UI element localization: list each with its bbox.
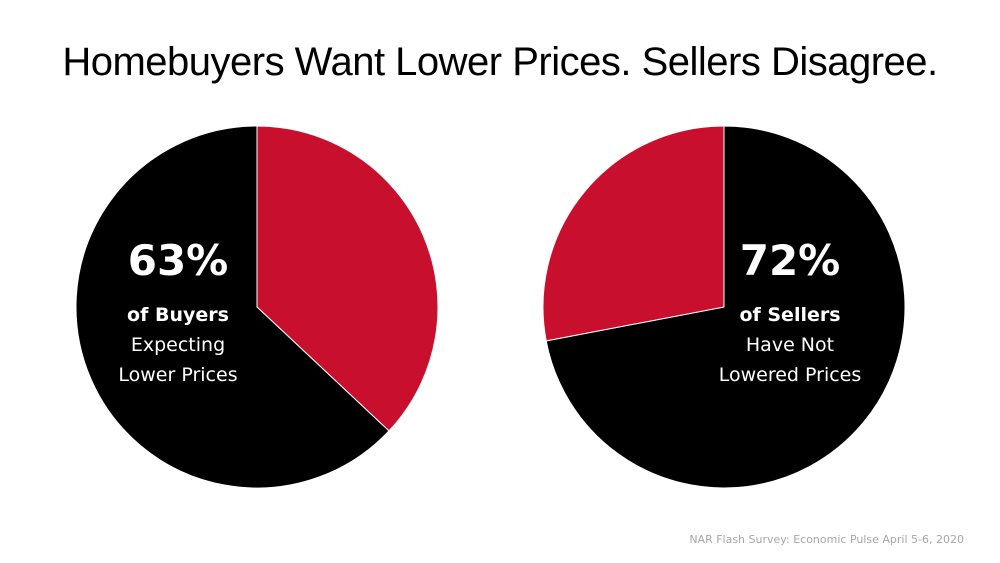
buyers-line-2: Lower Prices bbox=[118, 364, 238, 386]
page-title: Homebuyers Want Lower Prices. Sellers Di… bbox=[62, 40, 938, 84]
pie-chart-sellers bbox=[542, 125, 906, 489]
sellers-percent: 72% bbox=[739, 236, 841, 285]
pie-chart-buyers bbox=[75, 125, 439, 489]
source-note: NAR Flash Survey: Economic Pulse April 5… bbox=[689, 533, 964, 546]
sellers-lead-text: of Sellers bbox=[739, 304, 841, 326]
slice-buyers-expecting-lower bbox=[75, 125, 390, 489]
slice-sellers-other bbox=[542, 125, 725, 342]
buyers-line-1: Expecting bbox=[130, 334, 226, 356]
buyers-label: 63% of Buyers Expecting Lower Prices bbox=[98, 240, 258, 390]
sellers-line-1: Have Not bbox=[745, 334, 835, 356]
buyers-percent: 63% bbox=[127, 236, 229, 285]
slice-sellers-not-lowered bbox=[545, 125, 906, 489]
sellers-label: 72% of Sellers Have Not Lowered Prices bbox=[690, 240, 890, 390]
buyers-lead-text: of Buyers bbox=[127, 304, 229, 326]
sellers-line-2: Lowered Prices bbox=[718, 364, 862, 386]
slice-buyers-other bbox=[256, 125, 439, 432]
